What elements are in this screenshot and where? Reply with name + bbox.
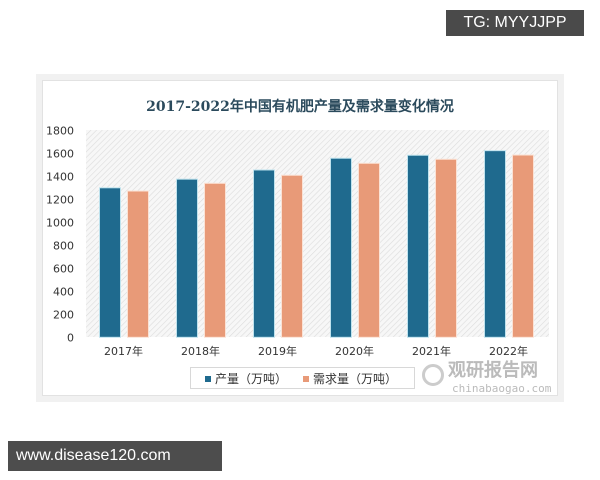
y-tick-label: 400 [53, 285, 74, 298]
bar-demand-2019 [281, 174, 303, 338]
x-tick-label: 2017年 [104, 344, 143, 358]
x-tick-label: 2022年 [489, 344, 528, 358]
site-label: www.disease120.com [8, 441, 222, 471]
legend-item-production: 产量（万吨） [205, 370, 287, 387]
bar-production-2022 [484, 150, 506, 338]
bar-production-2017 [99, 187, 121, 338]
watermark-url: chinabaogao.com [452, 382, 552, 395]
bar-production-2019 [253, 169, 275, 338]
bar-production-2018 [176, 178, 198, 338]
y-tick-label: 1600 [46, 147, 74, 160]
bar-demand-2021 [435, 158, 457, 338]
bar-demand-2018 [204, 182, 226, 338]
bar-production-2020 [330, 157, 352, 338]
legend-label-production: 产量（万吨） [215, 371, 288, 386]
y-tick-label: 1400 [46, 170, 74, 183]
legend: 产量（万吨） 需求量（万吨） [190, 367, 415, 389]
x-tick-label: 2021年 [412, 344, 451, 358]
tg-label: TG: MYYJJPP [446, 10, 584, 36]
x-tick-label: 2019年 [258, 344, 297, 358]
y-tick-label: 600 [53, 262, 74, 275]
bar-demand-2017 [127, 190, 149, 338]
x-tick-label: 2020年 [335, 344, 374, 358]
watermark-name: 观研报告网 [448, 360, 538, 381]
y-tick-label: 800 [53, 239, 74, 252]
y-tick-label: 200 [53, 308, 74, 321]
chart-title: 2017-2022年中国有机肥产量及需求量变化情况 [146, 99, 454, 115]
y-tick-label: 1000 [46, 216, 74, 229]
legend-swatch-production [205, 376, 211, 382]
y-tick-label: 0 [67, 331, 74, 344]
x-tick-label: 2018年 [181, 344, 220, 358]
bar-demand-2020 [358, 162, 380, 338]
legend-swatch-demand [303, 376, 310, 382]
bar-demand-2022 [512, 154, 534, 338]
y-tick-label: 1200 [46, 193, 74, 206]
y-tick-label: 1800 [46, 124, 74, 137]
legend-item-demand: 需求量（万吨） [303, 370, 397, 387]
watermark-logo-icon [422, 364, 444, 386]
plot-area [86, 130, 549, 337]
bar-production-2021 [407, 154, 429, 338]
legend-label-demand: 需求量（万吨） [313, 371, 398, 386]
